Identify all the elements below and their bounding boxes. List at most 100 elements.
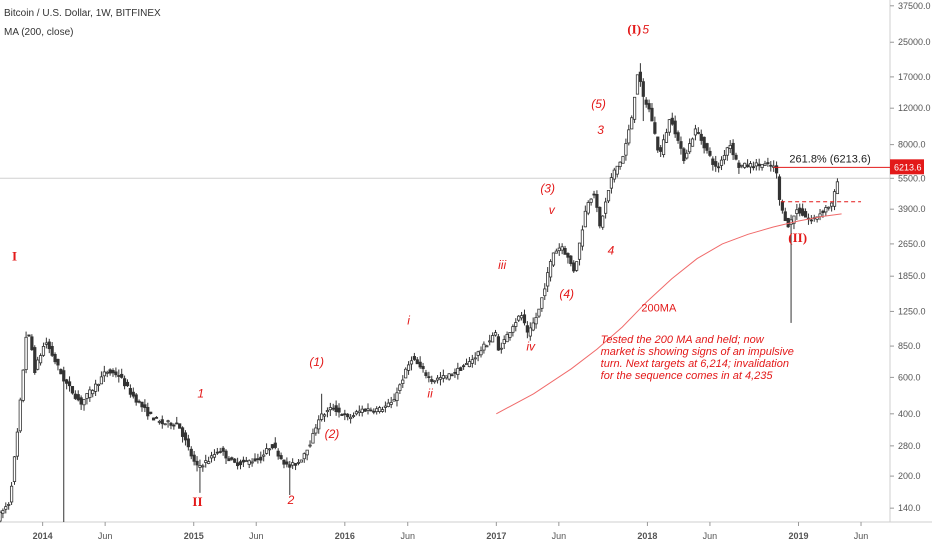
symbol-title: Bitcoin / U.S. Dollar, 1W, BITFINEX [4,8,161,19]
candle-up [467,361,472,368]
candle-down [734,154,738,160]
candle-down [566,253,570,258]
candle-up [328,407,332,411]
x-tick-label: 2016 [335,531,355,541]
candle-down [462,365,466,368]
candle-up [262,454,266,457]
candle-up [728,144,732,150]
candle-down [221,447,225,452]
candle-up [406,364,411,371]
candle-down [108,369,112,374]
x-tick-label: 2018 [637,531,657,541]
candle-up [473,357,477,360]
wave-label: I [12,249,17,264]
candle-down [711,158,715,165]
candle-up [351,415,356,417]
candle-up [604,201,608,214]
candle-up [308,444,312,447]
candle-up [621,156,625,164]
candle-down [653,122,657,134]
candle-down [453,371,457,374]
candle-up [832,191,837,207]
candle-up [601,215,605,228]
candle-up [502,339,506,344]
candle-down [415,359,419,365]
x-tick-label: Jun [98,531,113,541]
candle-up [560,246,564,251]
candle-down [496,336,501,351]
candle-down [334,405,338,412]
wave-label: (I) [627,22,641,37]
candle-up [94,383,98,392]
candle-down [418,361,422,368]
candle-down [79,397,83,405]
candle-up [485,345,489,348]
candle-up [383,405,387,408]
candle-down [288,464,292,468]
wave-label: iv [526,339,536,353]
candle-up [511,326,515,333]
candle-down [293,463,298,466]
candle-up [517,315,521,321]
candle-down [183,432,188,441]
candle-down [33,347,37,373]
candle-down [149,411,153,414]
candle-down [186,438,190,448]
y-tick-label: 400.0 [898,409,921,419]
candle-down [682,148,686,162]
candle-down [340,414,344,416]
candle-up [311,433,315,444]
candle-up [580,229,585,247]
candle-up [366,408,370,411]
candle-down [270,444,274,449]
ma-200-line [496,213,842,415]
wave-label: (4) [559,287,574,301]
candle-down [117,375,121,377]
candle-down [598,206,602,227]
candle-up [291,462,295,466]
candle-down [430,379,434,382]
candle-down [595,194,599,208]
candle-down [146,407,150,417]
candle-down [717,166,721,169]
y-tick-label: 3900.0 [898,204,926,214]
candle-up [493,332,498,336]
candle-down [647,103,651,110]
candle-up [198,465,202,468]
candle-up [606,190,611,202]
candle-up [519,315,524,319]
candle-up [88,389,92,398]
candle-down [803,211,808,218]
candle-up [299,459,303,463]
candle-down [699,133,703,141]
candle-up [456,367,460,375]
wave-label: 1 [197,386,204,400]
candle-down [331,407,335,410]
candle-up [693,128,698,136]
candle-down [137,400,141,403]
candle-down [592,193,596,196]
y-tick-label: 8000.0 [898,140,926,150]
candle-up [99,376,104,385]
candle-up [15,431,19,457]
candle-up [464,363,469,366]
candle-up [719,159,724,166]
candle-down [777,176,782,200]
candle-up [314,427,318,434]
candle-up [830,202,834,207]
ma-200-label: 200MA [641,302,677,314]
candle-down [337,407,341,413]
candle-down [786,217,790,228]
candle-up [296,462,301,464]
candle-up [401,379,405,384]
candle-up [551,252,556,266]
candle-up [4,506,8,510]
candle-up [740,164,744,167]
candle-up [763,163,767,166]
candle-down [285,461,289,465]
candle-down [644,99,648,105]
candle-down [53,353,57,363]
candle-up [690,138,695,147]
candle-down [227,458,231,462]
